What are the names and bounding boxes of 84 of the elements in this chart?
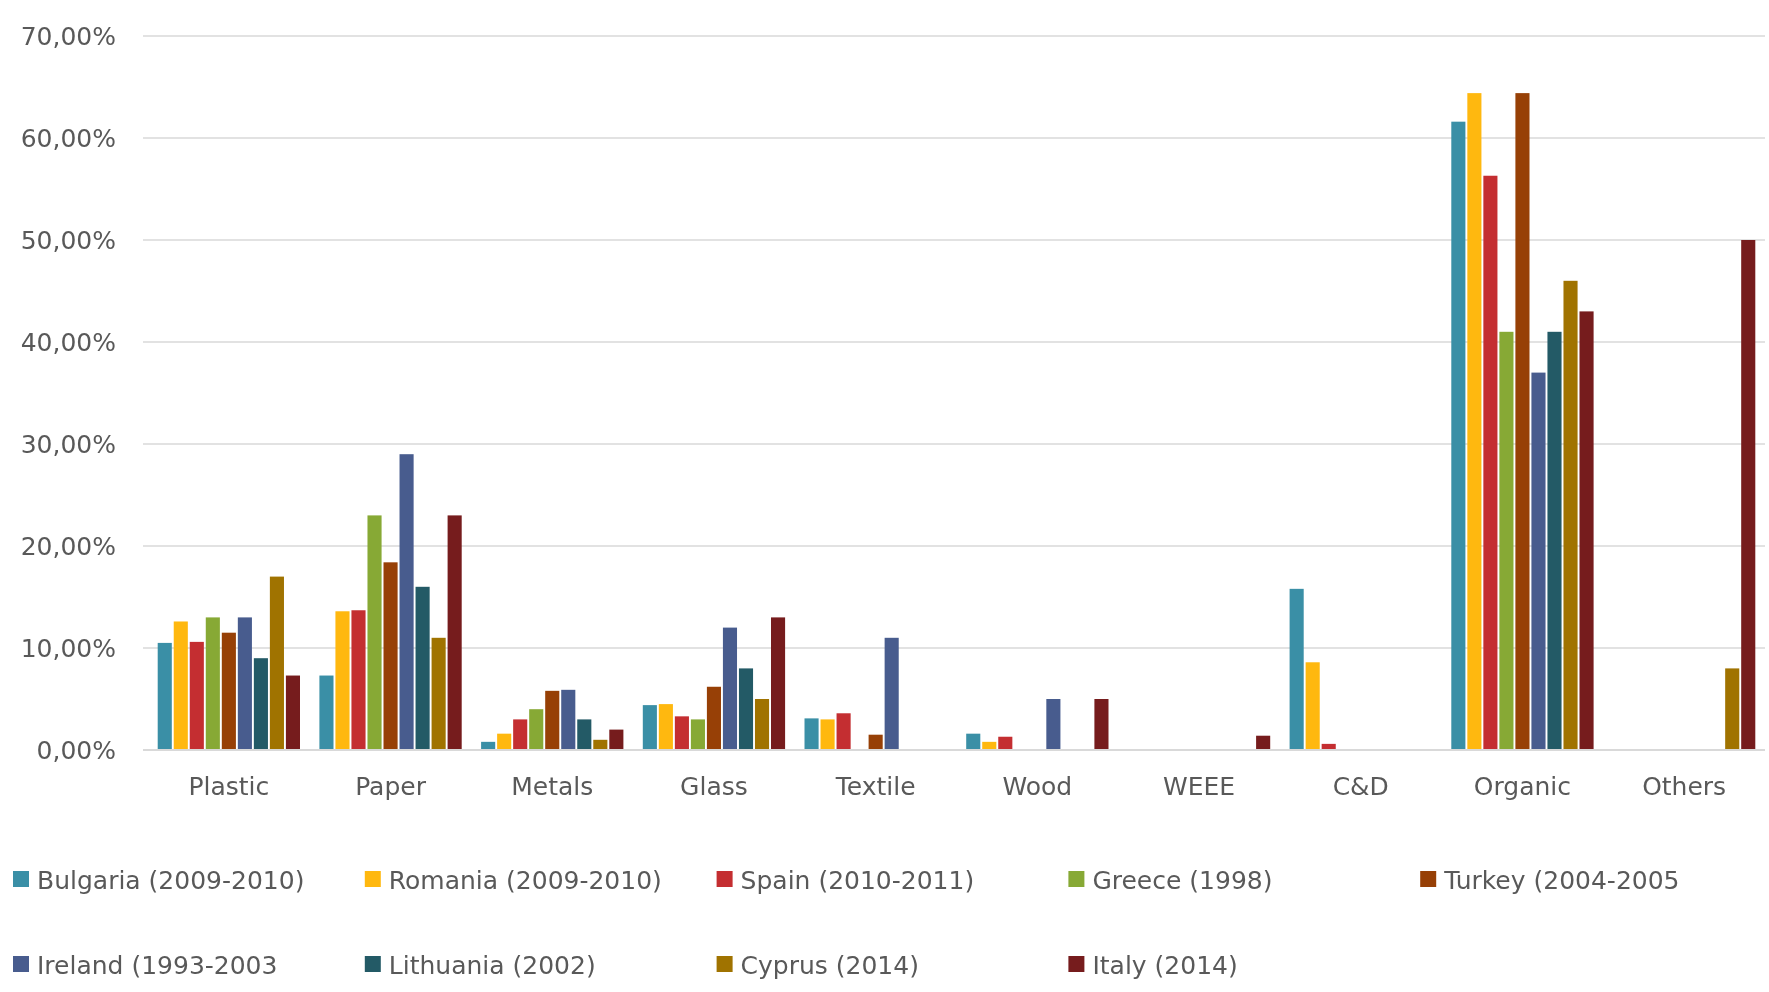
bar (367, 515, 382, 750)
bar (447, 515, 462, 750)
legend-label: Lithuania (2002) (388, 950, 596, 980)
bar (383, 562, 398, 750)
legend-label: Bulgaria (2009-2010) (37, 865, 305, 895)
y-tick-label: 20,00% (20, 531, 116, 561)
legend-label: Romania (2009-2010) (388, 865, 662, 895)
bar (1531, 372, 1546, 750)
bar (399, 454, 414, 750)
bar (545, 690, 560, 750)
bar (1563, 280, 1578, 750)
bar (884, 637, 899, 750)
bar (642, 705, 657, 750)
bar (189, 641, 204, 750)
y-tick-label: 0,00% (36, 735, 116, 765)
legend-label: Italy (2014) (1092, 950, 1238, 980)
bar (674, 716, 689, 750)
bar (431, 637, 446, 750)
bar (738, 668, 754, 750)
bar (561, 689, 576, 750)
y-tick-label: 40,00% (20, 327, 116, 357)
bar (157, 642, 172, 750)
bar (577, 719, 592, 750)
bar (205, 617, 220, 750)
bar (1467, 93, 1482, 750)
bar (529, 709, 544, 750)
bar (237, 617, 252, 750)
legend-label: Cyprus (2014) (740, 950, 919, 980)
bar (1289, 588, 1304, 750)
legend-label: Greece (1998) (1092, 865, 1273, 895)
y-tick-label: 10,00% (20, 633, 116, 663)
bar (335, 611, 350, 750)
bar (173, 621, 188, 750)
x-tick-label: Metals (511, 772, 594, 801)
bar (1547, 331, 1562, 750)
bar (868, 734, 883, 750)
y-tick-label: 70,00% (20, 21, 116, 51)
x-tick-label: Textile (834, 772, 916, 801)
y-tick-label: 30,00% (20, 429, 116, 459)
x-tick-label: C&D (1332, 772, 1389, 801)
bar (221, 632, 236, 750)
bar (1046, 699, 1061, 750)
bar (1256, 735, 1271, 750)
bar (658, 704, 673, 750)
bar (1451, 121, 1466, 750)
bar (285, 675, 300, 750)
legend-label: Spain (2010-2011) (740, 865, 975, 895)
bar (269, 576, 284, 750)
bar (319, 675, 334, 750)
bar (415, 586, 430, 750)
bar (998, 736, 1013, 750)
bar (771, 617, 786, 750)
bar (690, 719, 705, 750)
bar (804, 718, 819, 750)
bar (706, 686, 721, 750)
bar (1305, 662, 1320, 750)
x-tick-label: Glass (680, 772, 748, 801)
bar (351, 610, 366, 750)
bar (1579, 311, 1594, 750)
bar (513, 719, 528, 750)
x-tick-label: Plastic (188, 772, 270, 801)
bar (1499, 331, 1514, 750)
bar (1741, 240, 1756, 750)
bar (722, 627, 738, 750)
x-tick-label: Organic (1473, 772, 1572, 801)
bar (754, 699, 770, 750)
x-tick-label: WEEE (1163, 772, 1236, 801)
bar (253, 658, 268, 750)
bar (1094, 699, 1109, 750)
bar (836, 713, 851, 750)
y-tick-label: 60,00% (20, 123, 116, 153)
legend-label: Ireland (1993-2003 (37, 950, 278, 980)
y-tick-label: 50,00% (20, 225, 116, 255)
x-tick-label: Others (1642, 772, 1727, 801)
bar (609, 729, 624, 750)
bar (1515, 93, 1530, 750)
bar (1725, 668, 1740, 750)
x-tick-label: Paper (355, 772, 427, 801)
bar (497, 733, 512, 750)
bar (1483, 175, 1498, 750)
bar (966, 733, 981, 750)
x-tick-label: Wood (1002, 772, 1073, 801)
bar (820, 719, 835, 750)
legend-label: Turkey (2004-2005 (1443, 865, 1680, 895)
